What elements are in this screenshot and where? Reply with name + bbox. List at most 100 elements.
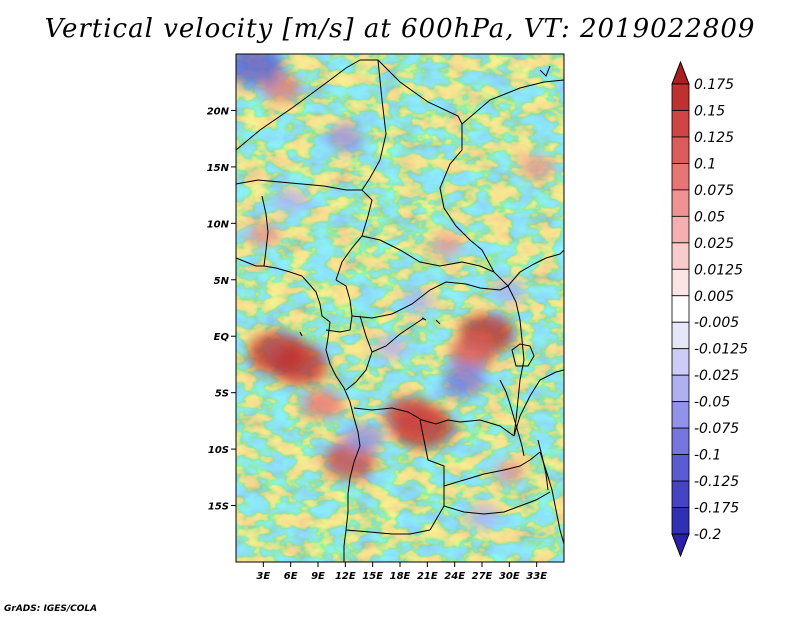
border-congo [345,315,373,391]
colorbar-label: 0.025 [694,236,734,252]
downward-motion-hotspot [441,365,486,398]
colorbar-label: 0.1 [694,156,716,172]
colorbar-label: -0.0125 [694,342,748,358]
colorbar-segment [671,427,690,455]
lat-tick-label: 5N [214,276,230,287]
grads-credit: GrADS: IGES/COLA [4,604,98,614]
colorbar-segment [671,454,690,482]
border-nigeria-benin [261,195,269,267]
downward-motion-hotspot [325,124,365,153]
border-gulf-islands [299,317,441,337]
colorbar: 0.175 0.15 0.125 0.1 0.075 0.05 0.025 0.0125 0.0… [671,60,748,558]
colorbar-segment [671,83,690,111]
downward-motion-hotspot [402,290,435,314]
lon-tick-label: 24E [444,571,465,582]
colorbar-label: 0.075 [694,183,734,199]
colorbar-bottom-arrow [671,533,690,558]
border-lake-tanganyika [499,379,525,457]
colorbar-label: 0.005 [694,289,734,305]
colorbar-label: 0.0125 [694,262,743,278]
border-drc-east [507,285,525,437]
border-drc-north [371,317,425,353]
downward-motion-hotspot [464,504,500,530]
lon-tick-label: 12E [335,571,356,582]
lon-tick-label: 3E [256,571,270,582]
border-tanzania [513,369,564,437]
colorbar-label: -0.075 [694,421,739,437]
lon-tick-label: 15E [362,571,383,582]
border-car-south [351,281,509,319]
colorbar-label: -0.005 [694,315,739,331]
colorbar-label: -0.125 [694,474,739,490]
longitude-axis: 3E 6E 9E 12E 15E 18E 21E 24E 27E 30E 33E [256,562,547,582]
velocity-field-hotspots [236,54,554,530]
colorbar-label: -0.2 [694,527,721,543]
lon-tick-label: 33E [526,571,547,582]
lon-tick-label: 21E [417,571,438,582]
colorbar-segment [671,268,690,297]
colorbar-segment [671,374,690,403]
colorbar-top-arrow [671,60,690,85]
downward-motion-hotspot [236,54,284,87]
border-mozambique [539,451,564,545]
lat-tick-label: 10S [208,445,229,456]
border-sudan-east [461,79,564,125]
border-zambia-south [443,491,551,515]
lat-tick-label: 10N [207,219,230,230]
colorbar-label: -0.175 [694,501,739,517]
plot-title: Vertical velocity [m/s] at 600hPa, VT: 2… [44,14,756,44]
downward-motion-hotspot [492,278,527,304]
colorbar-segment [671,242,690,270]
lat-tick-label: 20N [207,106,230,117]
border-car [361,235,495,273]
border-libya-sudan [439,124,509,287]
upward-motion-hotspot [301,388,344,419]
border-angola-drc [353,407,515,437]
lon-tick-label: 18E [390,571,411,582]
downward-motion-hotspot [342,422,385,453]
velocity-field-texture [236,54,564,562]
coastline-west [236,257,361,562]
upward-motion-hotspot [493,460,526,484]
upward-motion-hotspot [246,222,281,248]
colorbar-segment [671,321,690,350]
downward-motion-hotspot [373,335,408,360]
upward-motion-hotspot [429,234,462,258]
border-zambia-east [443,451,541,487]
colorbar-segment [671,348,690,376]
upward-motion-hotspot [271,344,328,385]
colorbar-segment [671,163,690,191]
colorbar-segment [671,215,690,244]
upward-motion-hotspot [449,336,496,370]
colorbar-label: -0.1 [694,448,721,464]
colorbar-segment [671,189,690,217]
border-red-sea-coast [539,65,551,77]
border-ethiopia [507,249,564,287]
border-lake-victoria [511,343,535,367]
lat-tick-label: 15N [207,163,230,174]
lat-tick-label: 15S [208,502,229,513]
lat-tick-label: EQ [214,332,230,343]
lat-tick-label: 5S [215,389,229,400]
lon-tick-label: 6E [284,571,298,582]
colorbar-label: 0.05 [694,209,725,225]
colorbar-label: 0.175 [694,77,734,93]
border-angola-south [345,529,431,535]
colorbar-label: 0.15 [694,103,725,119]
colorbar-segment [671,480,690,508]
colorbar-segment [671,401,690,429]
latitude-axis: 20N 15N 10N 5N EQ 5S 10S 15S [207,106,236,513]
colorbar-segment [671,507,690,535]
border-lake-malawi [537,439,549,491]
colorbar-segment [671,295,690,323]
border-chad-west [361,59,387,191]
map-area [235,53,565,563]
colorbar-label: -0.025 [694,368,739,384]
upward-motion-hotspot [383,396,435,434]
colorbar-label: 0.125 [694,130,734,146]
colorbar-label: -0.05 [694,395,730,411]
upward-motion-hotspot [519,154,554,180]
border-niger-nigeria [236,179,373,281]
lon-tick-label: 30E [499,571,520,582]
